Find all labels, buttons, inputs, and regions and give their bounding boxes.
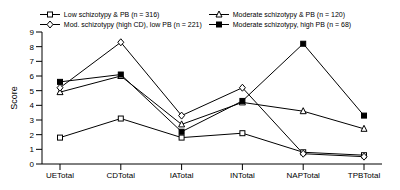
svg-text:CDTotal: CDTotal (107, 171, 136, 180)
svg-text:7: 7 (30, 57, 35, 66)
svg-text:IATotal: IATotal (170, 171, 194, 180)
svg-text:1: 1 (30, 145, 35, 154)
svg-text:4: 4 (30, 101, 35, 110)
html-text:Moderate schizotypy & PB (n =: Moderate schizotypy & PB (n = 120) (232, 11, 345, 18)
svg-text:3: 3 (30, 116, 35, 125)
svg-text:TPBTotal: TPBTotal (348, 171, 381, 180)
svg-text:Score: Score (9, 86, 19, 110)
svg-text:0: 0 (30, 160, 35, 169)
html-text:Moderate schizotypy, high PB (: Moderate schizotypy, high PB (n = 68) (232, 21, 352, 28)
html-text:Mod. schizotypy (high CD), low: Mod. schizotypy (high CD), low PB (n = 2… (63, 21, 202, 28)
svg-text:6: 6 (30, 72, 35, 81)
svg-text:2: 2 (30, 131, 35, 140)
svg-text:NAPTotal: NAPTotal (287, 171, 321, 180)
svg-text:5: 5 (30, 87, 35, 96)
svg-text:INTotal: INTotal (230, 171, 255, 180)
svg-text:8: 8 (30, 43, 35, 52)
svg-text:UETotal: UETotal (46, 171, 74, 180)
svg-text:9: 9 (30, 28, 35, 37)
html-text:Low schizotypy & PB (n = 316): Low schizotypy & PB (n = 316) (63, 11, 160, 18)
